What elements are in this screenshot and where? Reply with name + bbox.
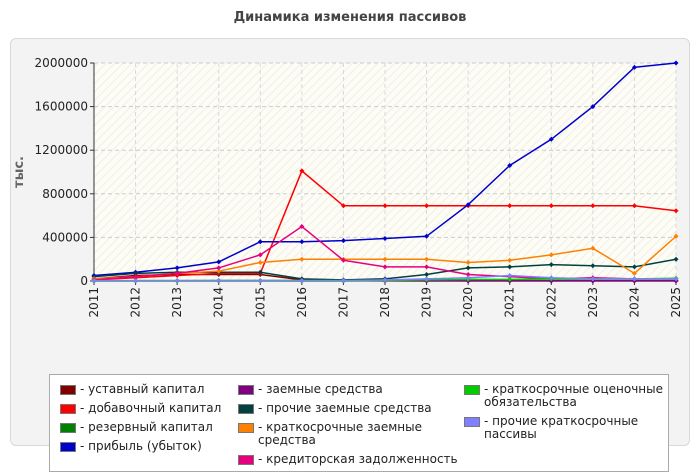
- legend-label: - резервный капитал: [80, 421, 250, 434]
- y-tick-label: 0: [80, 274, 88, 288]
- legend-label: - уставный капитал: [80, 383, 250, 396]
- x-tick-label: 2018: [378, 287, 392, 318]
- legend-swatch: [60, 385, 76, 395]
- legend-swatch: [464, 417, 480, 427]
- y-axis-label: тыс.: [12, 156, 27, 188]
- x-tick-label: 2021: [503, 287, 517, 318]
- legend-swatch: [464, 385, 480, 395]
- y-tick-label: 2000000: [35, 56, 88, 70]
- legend-swatch: [60, 404, 76, 414]
- x-tick-label: 2020: [461, 287, 475, 318]
- y-tick-label: 1200000: [35, 143, 88, 157]
- x-tick-label: 2017: [336, 287, 350, 318]
- y-tick-label: 400000: [42, 230, 88, 244]
- x-tick-label: 2014: [212, 287, 226, 318]
- x-tick-label: 2013: [170, 287, 184, 318]
- legend-label: - кредиторская задолженность: [258, 453, 468, 466]
- x-tick-label: 2022: [544, 287, 558, 318]
- legend-label: - прибыль (убыток): [80, 440, 250, 453]
- chart-title: Динамика изменения пассивов: [0, 10, 700, 25]
- x-tick-label: 2025: [669, 287, 683, 318]
- legend-label: - заемные средства: [258, 383, 468, 396]
- x-tick-label: 2012: [129, 287, 143, 318]
- legend-label: - краткосрочные заемные средства: [258, 421, 468, 447]
- legend-label: - прочие краткосрочные пассивы: [484, 415, 674, 441]
- x-tick-label: 2023: [586, 287, 600, 318]
- legend-swatch: [238, 423, 254, 433]
- x-tick-label: 2016: [295, 287, 309, 318]
- legend-label: - добавочный капитал: [80, 402, 250, 415]
- x-tick-label: 2024: [627, 287, 641, 318]
- legend-swatch: [238, 455, 254, 465]
- x-tick-label: 2019: [420, 287, 434, 318]
- legend-label: - краткосрочные оценочные обязательства: [484, 383, 674, 409]
- x-tick-label: 2015: [253, 287, 267, 318]
- chart-panel: 0 400000 800000 1200000 1600000 2000000 2011 20…: [10, 38, 690, 446]
- legend-label: - прочие заемные средства: [258, 402, 468, 415]
- legend-swatch: [60, 423, 76, 433]
- legend-swatch: [60, 442, 76, 452]
- line-chart: 0 400000 800000 1200000 1600000 2000000 2011 20…: [11, 39, 691, 369]
- legend-swatch: [238, 404, 254, 414]
- x-tick-label: 2011: [87, 287, 101, 318]
- y-tick-label: 800000: [42, 187, 88, 201]
- chart-legend: - уставный капитал - добавочный капитал - …: [49, 374, 669, 472]
- y-tick-label: 1600000: [35, 100, 88, 114]
- legend-swatch: [238, 385, 254, 395]
